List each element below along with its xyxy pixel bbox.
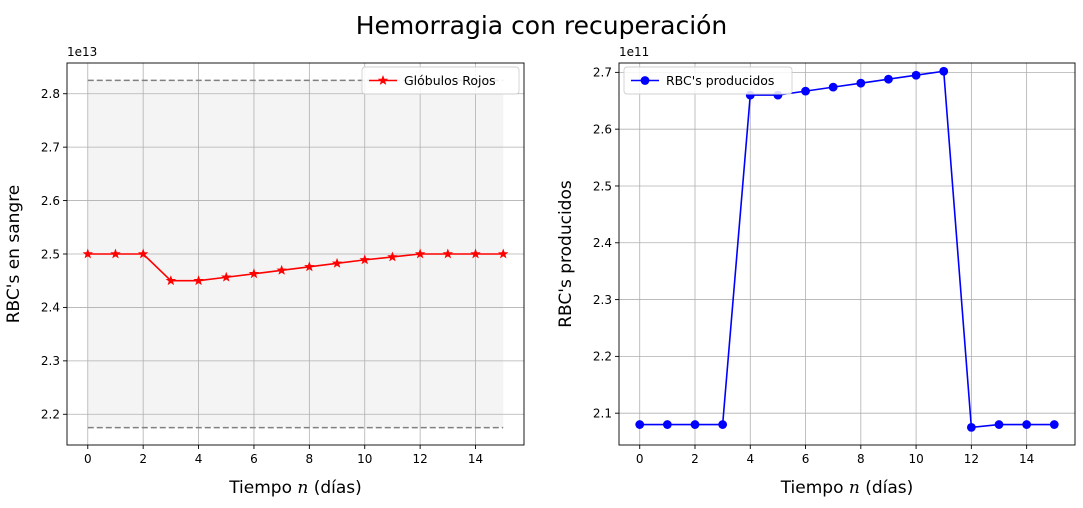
chart2-x-tick-label: 6 xyxy=(802,452,810,466)
chart2-x-tick-label: 12 xyxy=(964,452,979,466)
chart-rbc-en-sangre: 0 2 4 6 8 10 12 14 2.2 2.3 2.4 2.5 2.6 2.7 2.8 1e13 Tiem… xyxy=(4,45,525,498)
chart1-x-axis-label: Tiempo n (días) xyxy=(228,478,362,498)
chart2-y-tick-label: 2.2 xyxy=(593,350,612,364)
chart2-data-point xyxy=(884,74,893,84)
chart2-x-tick-label: 10 xyxy=(908,452,923,466)
chart2-data-point xyxy=(690,420,700,429)
chart1-data-point xyxy=(276,264,287,275)
chart2-y-tick-label: 2.6 xyxy=(593,122,612,136)
chart1-x-tick-label: 14 xyxy=(468,452,483,466)
chart1-y-axis-label: RBC's en sangre xyxy=(4,185,24,324)
chart2-x-tick-label: 14 xyxy=(1019,452,1034,466)
chart1-legend-box xyxy=(361,66,520,95)
chart1-y-tick-label: 2.4 xyxy=(41,301,60,315)
chart2-data-point xyxy=(939,66,949,76)
chart1-y-tick-label: 2.3 xyxy=(41,354,60,368)
chart2-data-point xyxy=(662,420,672,429)
chart2-y-tick-label: 2.3 xyxy=(593,293,612,307)
chart2-legend: RBC's producidos xyxy=(623,66,793,95)
chart2-data-point xyxy=(828,82,838,92)
chart1-x-tick-label: 4 xyxy=(195,452,203,466)
chart1-series-line xyxy=(87,253,504,282)
chart2-y-offset-label: 1e11 xyxy=(619,45,649,59)
chart2-data-point xyxy=(911,70,921,80)
chart2-x-axis-label: Tiempo n (días) xyxy=(780,478,914,498)
chart1-x-tick-label: 12 xyxy=(412,452,427,466)
chart1-data-point xyxy=(442,248,454,259)
chart1-y-tick-label: 2.2 xyxy=(41,408,60,422)
chart1-data-point xyxy=(137,248,149,259)
chart2-series-line xyxy=(639,70,1055,429)
chart2-y-tick-label: 2.1 xyxy=(593,406,612,420)
chart1-x-tick-label: 0 xyxy=(84,452,92,466)
chart1-legend-label: Glóbulos Rojos xyxy=(404,73,496,88)
chart2-legend-box xyxy=(623,66,793,95)
chart1-data-point xyxy=(331,257,343,268)
chart1-legend: Glóbulos Rojos xyxy=(361,66,520,95)
chart2-y-tick-label: 2.4 xyxy=(593,236,612,250)
chart2-legend-label: RBC's producidos xyxy=(666,73,774,88)
chart1-x-tick-label: 2 xyxy=(139,452,147,466)
figure-title: Hemorragia con recuperación xyxy=(356,11,728,40)
chart1-data-point xyxy=(304,261,315,272)
chart2-data-point xyxy=(718,420,728,429)
chart1-data-point xyxy=(248,268,260,279)
chart1-x-tick-label: 8 xyxy=(306,452,314,466)
chart1-y-tick-label: 2.8 xyxy=(41,87,60,101)
chart1-data-point xyxy=(221,271,232,282)
chart2-y-tick-label: 2.5 xyxy=(593,179,612,193)
chart1-legend-marker xyxy=(377,75,389,85)
chart1-data-point xyxy=(470,248,481,259)
chart2-data-point xyxy=(966,422,976,432)
chart1-y-offset-label: 1e13 xyxy=(67,45,97,59)
chart2-y-tick-label: 2.7 xyxy=(593,66,612,80)
chart2-x-tick-label: 2 xyxy=(691,452,699,466)
chart2-data-point xyxy=(801,86,810,96)
chart1-data-point xyxy=(498,248,509,259)
chart2-x-tick-label: 0 xyxy=(636,452,644,466)
chart2-data-point xyxy=(1022,420,1032,429)
chart1-data-point xyxy=(193,275,204,286)
chart1-y-tick-label: 2.6 xyxy=(41,194,60,208)
chart1-data-point xyxy=(165,275,177,286)
chart1-data-point xyxy=(387,251,398,262)
chart2-y-axis-label: RBC's producidos xyxy=(556,180,576,328)
chart1-y-tick-label: 2.5 xyxy=(41,247,60,261)
chart2-data-point xyxy=(635,420,645,429)
chart1-data-point xyxy=(359,254,370,265)
chart2-data-point xyxy=(856,78,866,88)
chart1-x-tick-label: 6 xyxy=(250,452,258,466)
chart2-axes-frame xyxy=(618,62,1076,446)
chart1-data-point xyxy=(82,248,93,259)
chart2-data-point xyxy=(1049,420,1059,429)
chart2-x-tick-label: 8 xyxy=(857,452,865,466)
chart1-y-tick-label: 2.7 xyxy=(41,140,60,154)
chart2-legend-marker xyxy=(640,76,650,85)
chart1-x-tick-label: 10 xyxy=(357,452,372,466)
chart2-x-tick-label: 4 xyxy=(746,452,754,466)
chart-rbc-producidos: 0 2 4 6 8 10 12 14 2.1 2.2 2.3 2.4 2.5 2.6 2.7 1e11 Tiem… xyxy=(556,45,1076,498)
chart1-data-point xyxy=(110,248,121,259)
chart1-data-point xyxy=(414,248,426,259)
chart2-data-point xyxy=(994,420,1004,429)
